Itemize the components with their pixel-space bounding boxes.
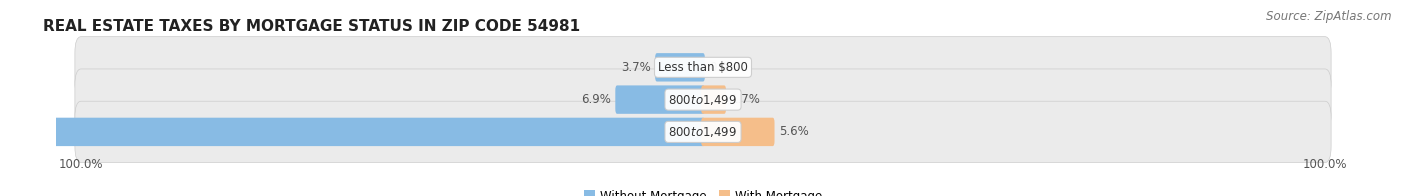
Text: $800 to $1,499: $800 to $1,499 (668, 125, 738, 139)
FancyBboxPatch shape (0, 118, 704, 146)
Text: 1.7%: 1.7% (730, 93, 761, 106)
FancyBboxPatch shape (75, 101, 1331, 162)
Text: Less than $800: Less than $800 (658, 61, 748, 74)
Text: $800 to $1,499: $800 to $1,499 (668, 93, 738, 107)
FancyBboxPatch shape (702, 85, 725, 114)
Text: 6.9%: 6.9% (581, 93, 612, 106)
Legend: Without Mortgage, With Mortgage: Without Mortgage, With Mortgage (579, 185, 827, 196)
FancyBboxPatch shape (75, 69, 1331, 130)
Text: 0.0%: 0.0% (709, 61, 738, 74)
Text: Source: ZipAtlas.com: Source: ZipAtlas.com (1267, 10, 1392, 23)
Text: 3.7%: 3.7% (621, 61, 651, 74)
FancyBboxPatch shape (75, 37, 1331, 98)
FancyBboxPatch shape (616, 85, 704, 114)
FancyBboxPatch shape (702, 118, 775, 146)
Text: 5.6%: 5.6% (779, 125, 808, 138)
Text: REAL ESTATE TAXES BY MORTGAGE STATUS IN ZIP CODE 54981: REAL ESTATE TAXES BY MORTGAGE STATUS IN … (44, 19, 581, 34)
FancyBboxPatch shape (655, 53, 704, 82)
